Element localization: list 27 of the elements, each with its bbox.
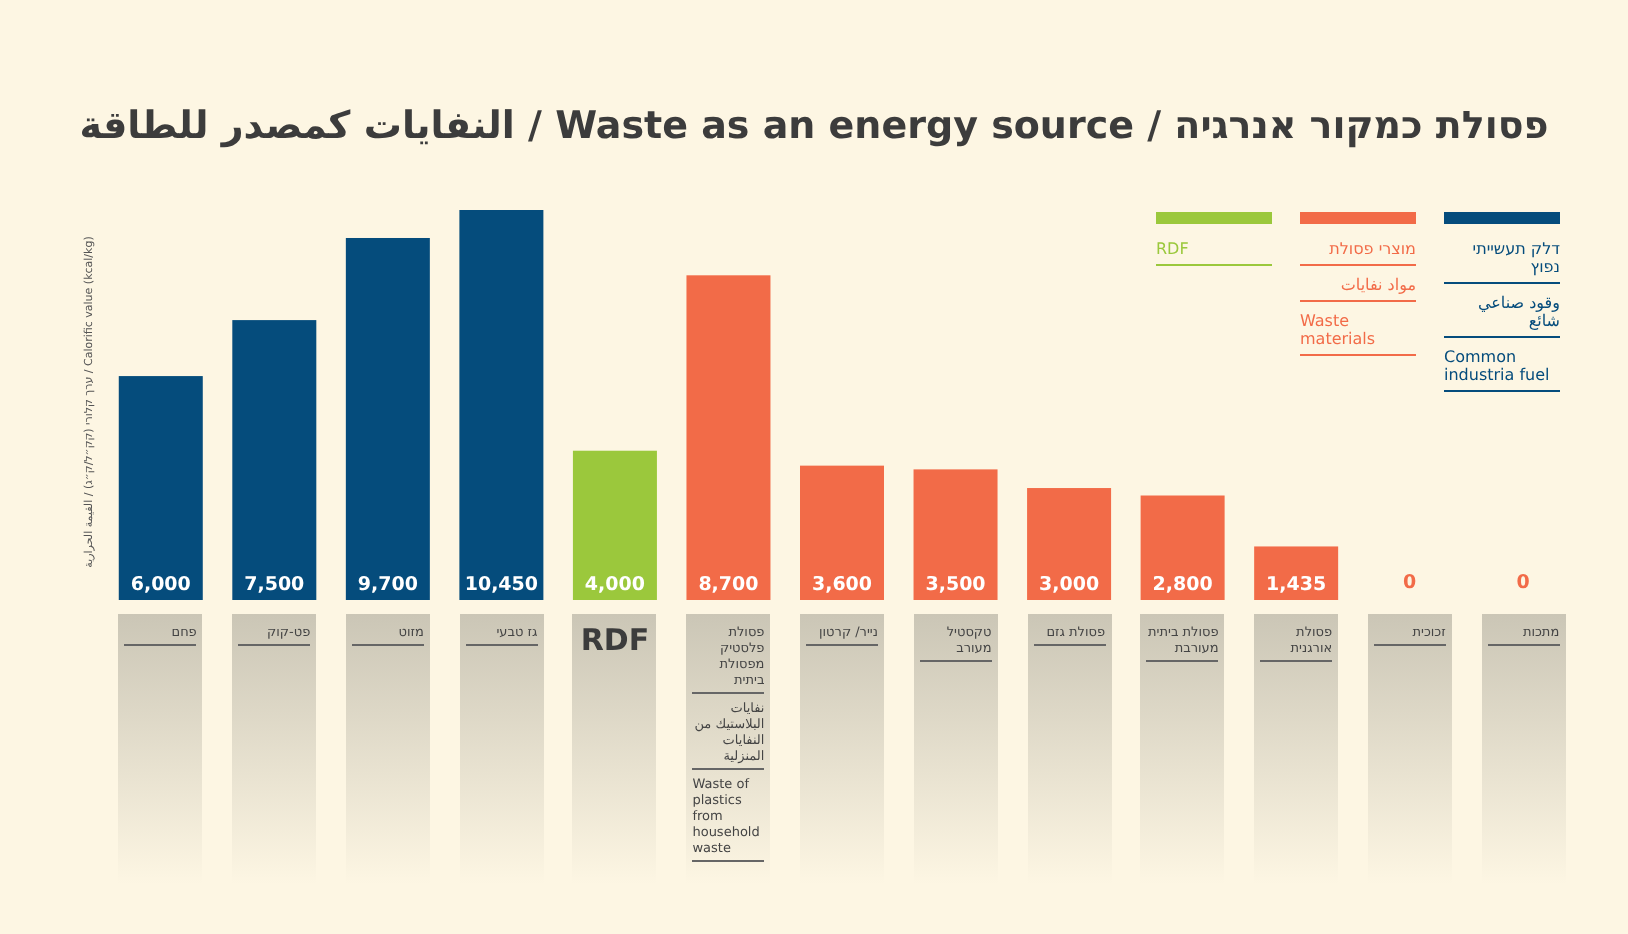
text: RDF xyxy=(1156,240,1272,266)
data-label: 3,000 xyxy=(1039,574,1100,596)
data-label: 3,600 xyxy=(811,574,873,596)
bar xyxy=(686,275,771,600)
bar xyxy=(572,450,657,600)
bar xyxy=(459,210,544,600)
data-label: 10,450 xyxy=(464,574,539,596)
data-label: 0 xyxy=(1516,572,1531,594)
data-label: 2,800 xyxy=(1152,574,1214,596)
bar xyxy=(345,237,430,600)
data-label: 6,000 xyxy=(130,574,192,596)
bar xyxy=(1254,546,1339,600)
x-tick-label: RDF xyxy=(578,622,651,658)
data-label: 9,700 xyxy=(357,574,419,596)
bar xyxy=(118,376,203,600)
chart-title: פסולת כמקור אנרגיה / Waste as an energy source / النفايات كمصدر للطاقة xyxy=(77,104,1551,148)
data-label: 3,500 xyxy=(925,574,987,596)
bar xyxy=(1027,488,1112,600)
data-label: 0 xyxy=(1403,572,1418,594)
bar xyxy=(1140,495,1225,600)
data-label: 7,500 xyxy=(244,574,306,596)
data-label: 1,435 xyxy=(1266,574,1327,596)
bar xyxy=(800,465,884,600)
bar xyxy=(913,469,998,600)
bar xyxy=(232,320,317,600)
data-label: 4,000 xyxy=(584,574,646,596)
data-label: 8,700 xyxy=(698,574,760,596)
